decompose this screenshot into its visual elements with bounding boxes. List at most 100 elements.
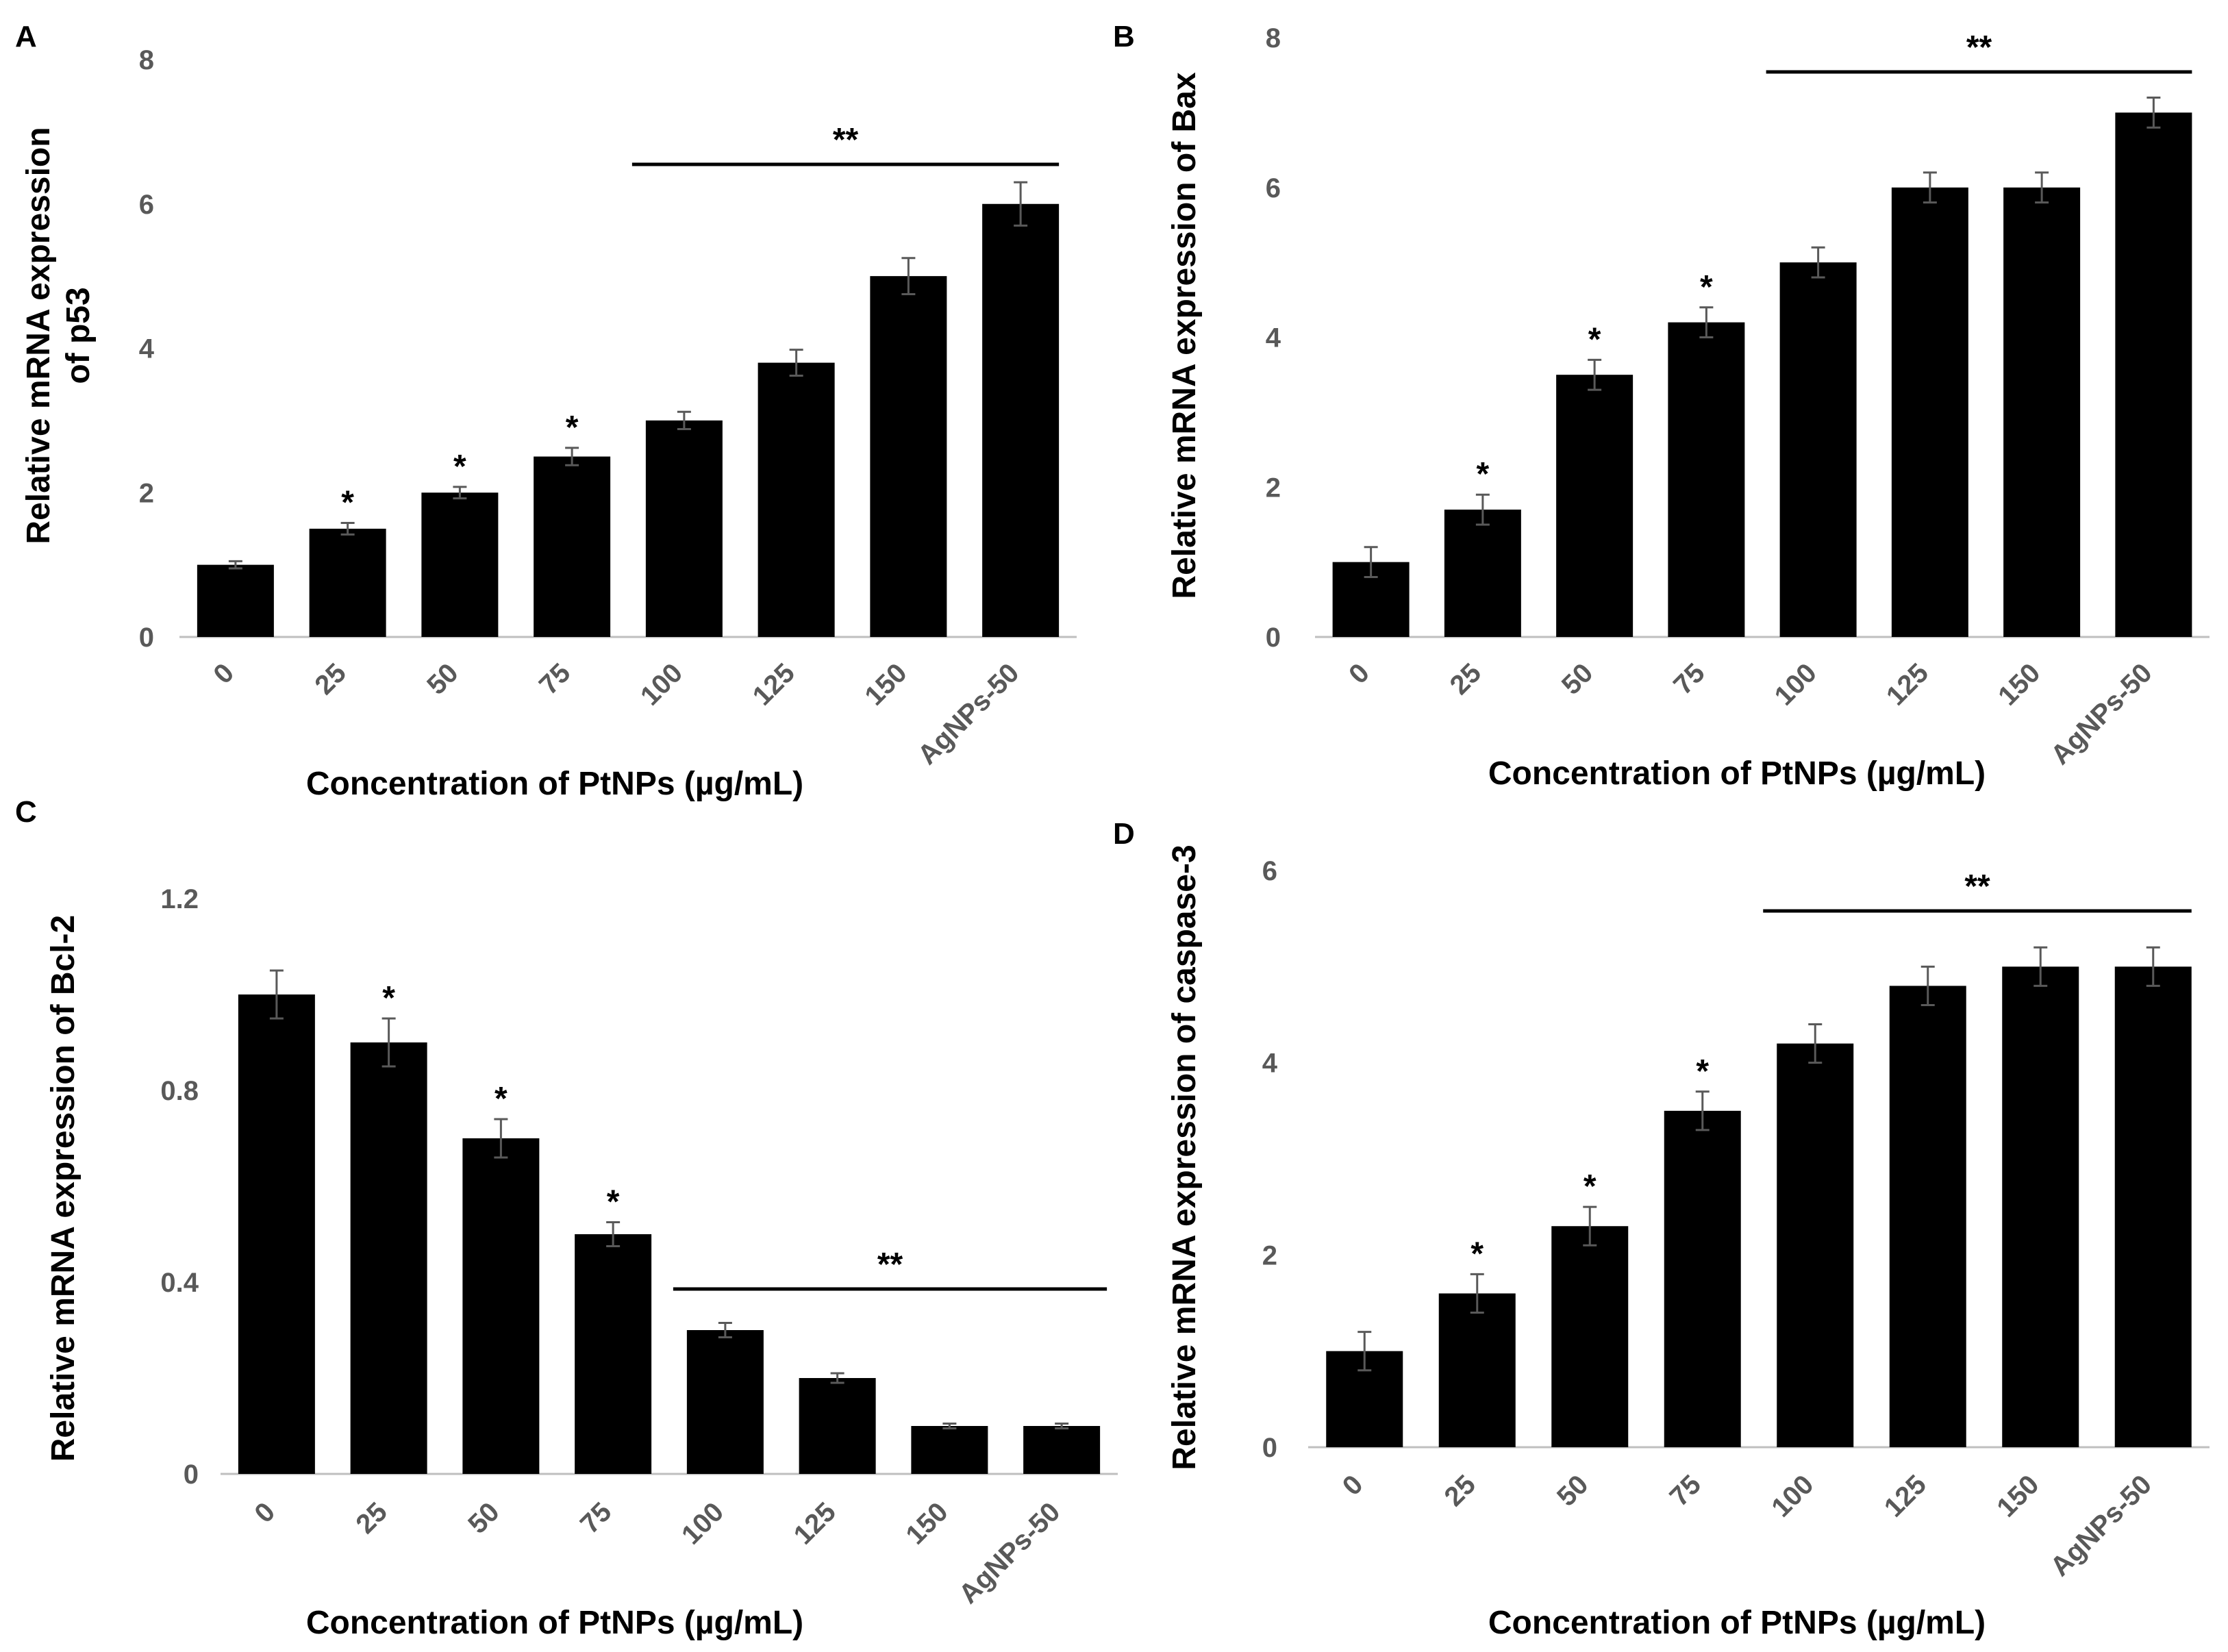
bracket-label: **	[833, 122, 859, 158]
x-tick-label: 50	[1551, 1469, 1594, 1512]
x-tick-label: 150	[900, 1497, 953, 1550]
x-tick-label: 100	[635, 658, 688, 711]
significance-marker: *	[382, 980, 395, 1016]
error-bar	[1695, 1090, 1710, 1131]
bar	[645, 420, 723, 637]
panel-label: B	[1113, 20, 1135, 53]
y-tick-label: 2	[139, 478, 154, 508]
error-bar	[565, 447, 579, 466]
y-tick-label: 8	[1266, 23, 1281, 53]
error-bar	[1014, 181, 1028, 227]
x-tick-label: 100	[1769, 658, 1823, 711]
significance-marker: *	[495, 1081, 508, 1117]
bar	[911, 1426, 988, 1474]
error-bar	[494, 1118, 508, 1159]
bracket-label: **	[1966, 29, 1992, 66]
y-tick-label: 8	[139, 45, 154, 75]
error-bar	[269, 969, 284, 1020]
bar	[1891, 187, 1968, 637]
bar	[1444, 510, 1521, 637]
significance-marker: *	[607, 1184, 620, 1221]
error-bar	[942, 1423, 957, 1429]
x-tick-label: 0	[208, 658, 240, 690]
error-bar	[789, 349, 803, 377]
bar	[534, 456, 611, 637]
error-bar	[1588, 358, 1602, 391]
x-tick-label: 100	[1766, 1469, 1819, 1523]
x-tick-label: 75	[1664, 1469, 1707, 1512]
x-tick-label: 25	[1444, 658, 1488, 701]
x-tick-label: AgNPs-50	[953, 1497, 1066, 1610]
error-bar	[340, 522, 355, 536]
x-tick-label: 125	[747, 658, 801, 711]
significance-marker: *	[341, 485, 354, 521]
bar	[309, 528, 386, 637]
bar	[1551, 1226, 1629, 1447]
error-bar	[830, 1372, 844, 1384]
bar	[462, 1138, 540, 1474]
panel-label: C	[15, 795, 37, 829]
significance-marker: *	[1584, 1168, 1597, 1205]
x-tick-label: 150	[1991, 1469, 2044, 1523]
significance-marker: *	[566, 410, 579, 446]
x-tick-label: 125	[1881, 658, 1934, 711]
y-axis-label-line: of p53	[60, 287, 97, 384]
error-bar	[1808, 1023, 1823, 1064]
y-tick-label: 4	[1266, 323, 1281, 353]
x-tick-label: AgNPs-50	[912, 658, 1025, 771]
error-bar	[1357, 1331, 1372, 1372]
error-bar	[1475, 493, 1490, 526]
bar	[575, 1234, 652, 1474]
y-tick-label: 0	[1266, 623, 1281, 653]
error-bar	[1920, 965, 1935, 1006]
x-axis-label: Concentration of PtNPs (µg/mL)	[1488, 755, 1986, 792]
x-tick-label: 50	[1556, 658, 1599, 701]
bar	[2115, 112, 2192, 637]
y-tick-label: 0	[1262, 1433, 1277, 1463]
bar	[1889, 986, 1966, 1447]
error-bar	[1470, 1273, 1484, 1314]
error-bar	[2146, 97, 2161, 129]
error-bar	[1055, 1423, 1069, 1429]
error-bar	[1811, 246, 1825, 279]
y-tick-label: 0.4	[160, 1268, 199, 1298]
y-axis-label-line: Relative mRNA expression of Bax	[1166, 72, 1203, 599]
panel-c: C 0 0.4 0.8 1.2 0 * 25 * 50 * 75 100 125 150 AgNPs-50 **…	[15, 795, 1118, 1641]
bar	[2003, 187, 2081, 637]
x-tick-label: 100	[676, 1497, 729, 1550]
significance-marker: *	[1700, 269, 1713, 305]
panel-label: D	[1113, 817, 1135, 851]
significance-marker: *	[1588, 321, 1601, 358]
error-bar	[901, 257, 916, 295]
y-tick-label: 2	[1266, 473, 1281, 503]
y-axis-label-line: Relative mRNA expression of caspase-3	[1166, 844, 1203, 1470]
error-bar	[2146, 946, 2160, 987]
error-bar	[1923, 171, 1937, 204]
y-tick-label: 6	[139, 190, 154, 220]
error-bar	[718, 1322, 732, 1338]
x-tick-label: 0	[1337, 1469, 1369, 1501]
bar	[238, 994, 315, 1474]
x-tick-label: AgNPs-50	[2044, 1469, 2157, 1582]
y-tick-label: 6	[1262, 856, 1277, 886]
y-tick-label: 0	[139, 623, 154, 653]
bar	[2114, 966, 2192, 1447]
bar	[1668, 322, 1745, 637]
x-tick-label: 125	[788, 1497, 842, 1550]
significance-marker: *	[453, 449, 466, 485]
y-axis-label: Relative mRNA expression of p53	[21, 127, 97, 544]
bar	[197, 564, 274, 637]
x-tick-label: AgNPs-50	[2045, 658, 2158, 771]
significance-marker: *	[1477, 456, 1490, 492]
error-bar	[228, 560, 242, 570]
x-tick-label: 50	[462, 1497, 505, 1540]
error-bar	[1583, 1205, 1597, 1247]
x-tick-label: 75	[1668, 658, 1711, 701]
x-tick-label: 75	[534, 658, 577, 701]
bar	[799, 1378, 876, 1474]
error-bar	[677, 410, 691, 431]
panel-label: A	[15, 20, 37, 53]
y-tick-label: 2	[1262, 1240, 1277, 1271]
